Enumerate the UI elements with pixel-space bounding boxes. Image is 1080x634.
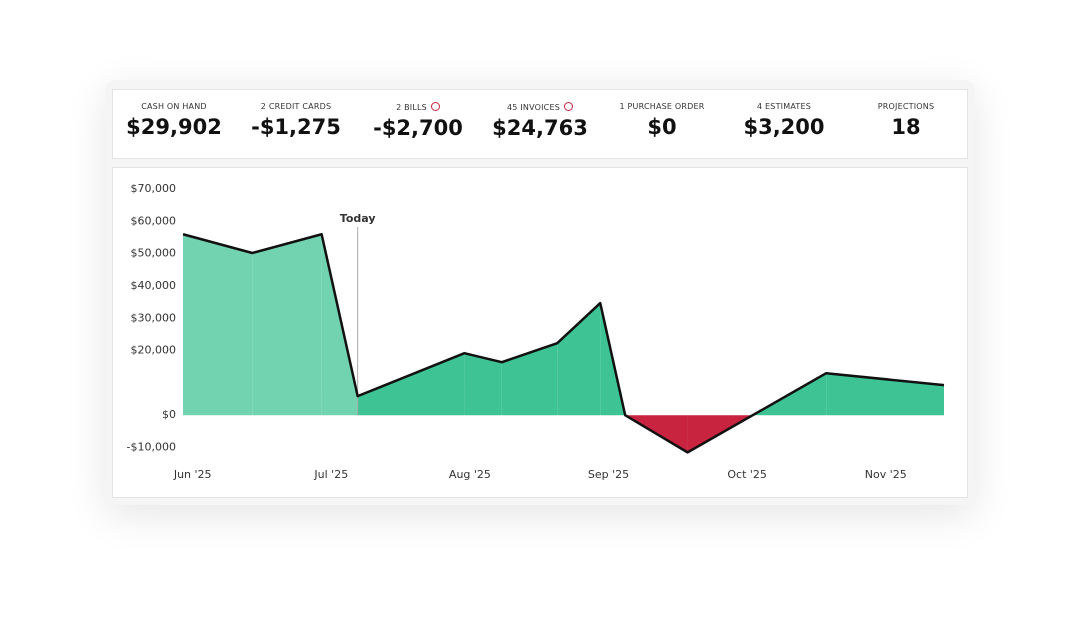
kpi-label: 4 ESTIMATES bbox=[757, 102, 811, 111]
kpi-label: 1 PURCHASE ORDER bbox=[619, 102, 705, 111]
area-segment bbox=[252, 234, 322, 416]
kpi: CASH ON HAND $29,902 bbox=[113, 90, 235, 158]
info-icon bbox=[563, 102, 573, 111]
kpi-value: 18 bbox=[891, 115, 921, 139]
kpi: 4 ESTIMATES $3,200 bbox=[723, 90, 845, 158]
info-icon bbox=[430, 102, 440, 111]
x-tick-label: Jun '25 bbox=[173, 468, 212, 481]
kpi-label-row: 2 BILLS bbox=[357, 102, 479, 112]
area-segment bbox=[557, 303, 601, 416]
kpi-label: CASH ON HAND bbox=[141, 102, 207, 111]
kpi-value: $3,200 bbox=[743, 115, 825, 139]
kpi-label-row: 1 PURCHASE ORDER bbox=[601, 102, 723, 111]
y-tick-label: $50,000 bbox=[131, 247, 177, 260]
x-tick-label: Oct '25 bbox=[727, 468, 767, 481]
kpi-value: $0 bbox=[647, 115, 677, 139]
area-segment bbox=[826, 373, 944, 416]
kpi-value: $29,902 bbox=[126, 115, 222, 139]
x-tick-label: Nov '25 bbox=[865, 468, 907, 481]
kpi: 45 INVOICES $24,763 bbox=[479, 90, 601, 158]
y-tick-label: $0 bbox=[162, 408, 176, 421]
kpi-label-row: 2 CREDIT CARDS bbox=[235, 102, 357, 111]
today-label: Today bbox=[340, 212, 376, 225]
y-tick-label: -$10,000 bbox=[127, 441, 176, 454]
y-tick-label: $70,000 bbox=[131, 182, 177, 195]
y-tick-label: $60,000 bbox=[131, 214, 177, 227]
area-segment bbox=[357, 353, 465, 416]
area-segment bbox=[183, 234, 253, 416]
kpi-value: $24,763 bbox=[492, 116, 588, 140]
kpi-label-row: 4 ESTIMATES bbox=[723, 102, 845, 111]
kpi-value: -$2,700 bbox=[373, 116, 463, 140]
area-segment bbox=[464, 353, 502, 416]
kpi-label: 2 CREDIT CARDS bbox=[260, 102, 332, 111]
kpi-label-row: PROJECTIONS bbox=[845, 102, 967, 111]
kpi-label: 2 BILLS bbox=[396, 103, 427, 112]
kpi-label-row: 45 INVOICES bbox=[479, 102, 601, 112]
kpi: 2 BILLS -$2,700 bbox=[357, 90, 479, 158]
x-tick-label: Jul '25 bbox=[313, 468, 348, 481]
kpi-label-row: CASH ON HAND bbox=[113, 102, 235, 111]
x-tick-label: Aug '25 bbox=[449, 468, 491, 481]
y-tick-label: $20,000 bbox=[131, 344, 177, 357]
y-tick-label: $30,000 bbox=[131, 311, 177, 324]
line bbox=[182, 232, 945, 454]
kpi-label: 45 INVOICES bbox=[507, 103, 560, 112]
kpi-label: PROJECTIONS bbox=[877, 102, 935, 111]
kpi: 1 PURCHASE ORDER $0 bbox=[601, 90, 723, 158]
x-tick-label: Sep '25 bbox=[588, 468, 629, 481]
kpi-strip: CASH ON HAND $29,902 2 CREDIT CARDS -$1,275… bbox=[112, 89, 968, 159]
kpi: 2 CREDIT CARDS -$1,275 bbox=[235, 90, 357, 158]
y-tick-label: $40,000 bbox=[131, 279, 177, 292]
kpi: PROJECTIONS 18 bbox=[845, 90, 967, 158]
area-segment bbox=[501, 343, 558, 416]
kpi-value: -$1,275 bbox=[251, 115, 341, 139]
